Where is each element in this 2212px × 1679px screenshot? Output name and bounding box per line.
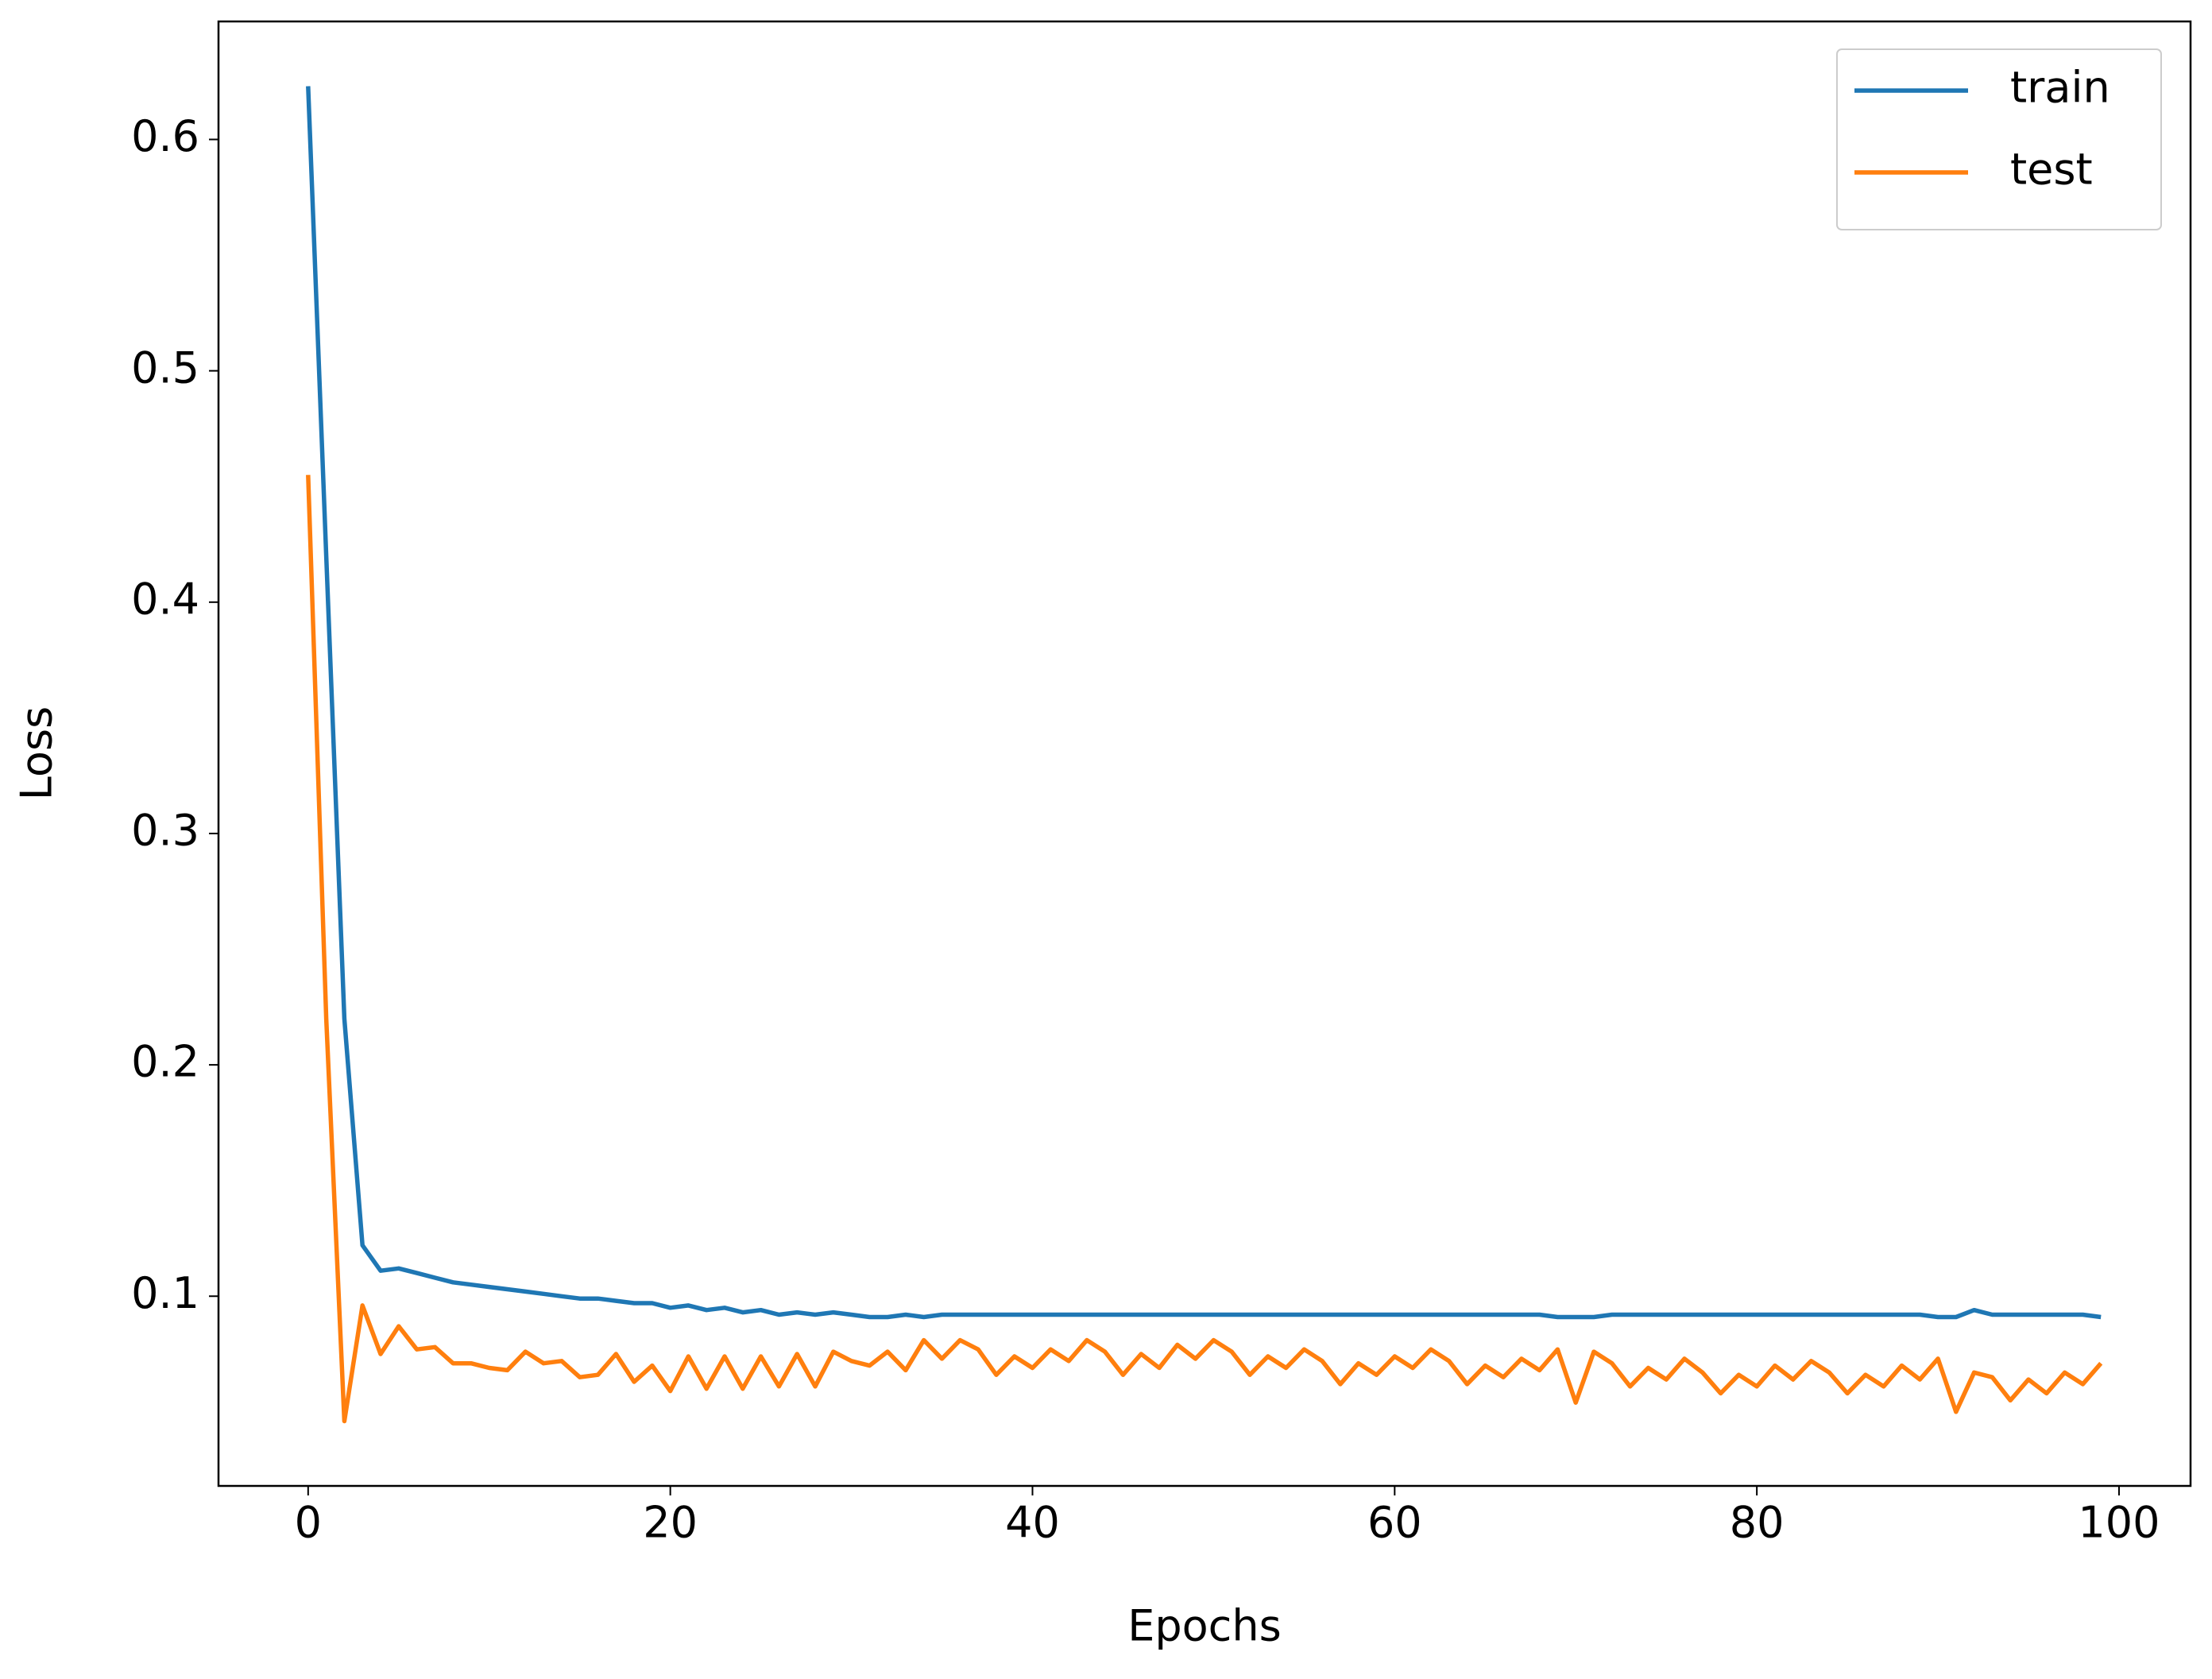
y-axis-label: Loss — [12, 706, 62, 800]
line-series — [306, 86, 2102, 1320]
y-tick-label: 0.1 — [131, 1268, 199, 1318]
legend-box — [1836, 48, 2162, 230]
y-tick-label: 0.5 — [131, 342, 199, 393]
plot-frame — [217, 20, 2192, 1488]
x-tick-label: 80 — [1730, 1498, 1785, 1548]
y-tick-label: 0.3 — [131, 806, 199, 856]
x-axis-label: Epochs — [1127, 1601, 1281, 1651]
x-tick-label: 20 — [643, 1498, 698, 1548]
x-tick-label: 40 — [1005, 1498, 1060, 1548]
y-tick-label: 0.6 — [131, 111, 199, 161]
y-tick-label: 0.2 — [131, 1037, 199, 1087]
y-tick-label: 0.4 — [131, 574, 199, 624]
line-series — [306, 474, 2103, 1424]
legend-label: train — [2010, 63, 2110, 113]
x-tick-label: 60 — [1367, 1498, 1422, 1548]
x-tick-label: 0 — [295, 1498, 322, 1548]
legend-label: test — [2010, 145, 2093, 195]
x-tick-label: 100 — [2078, 1498, 2160, 1548]
